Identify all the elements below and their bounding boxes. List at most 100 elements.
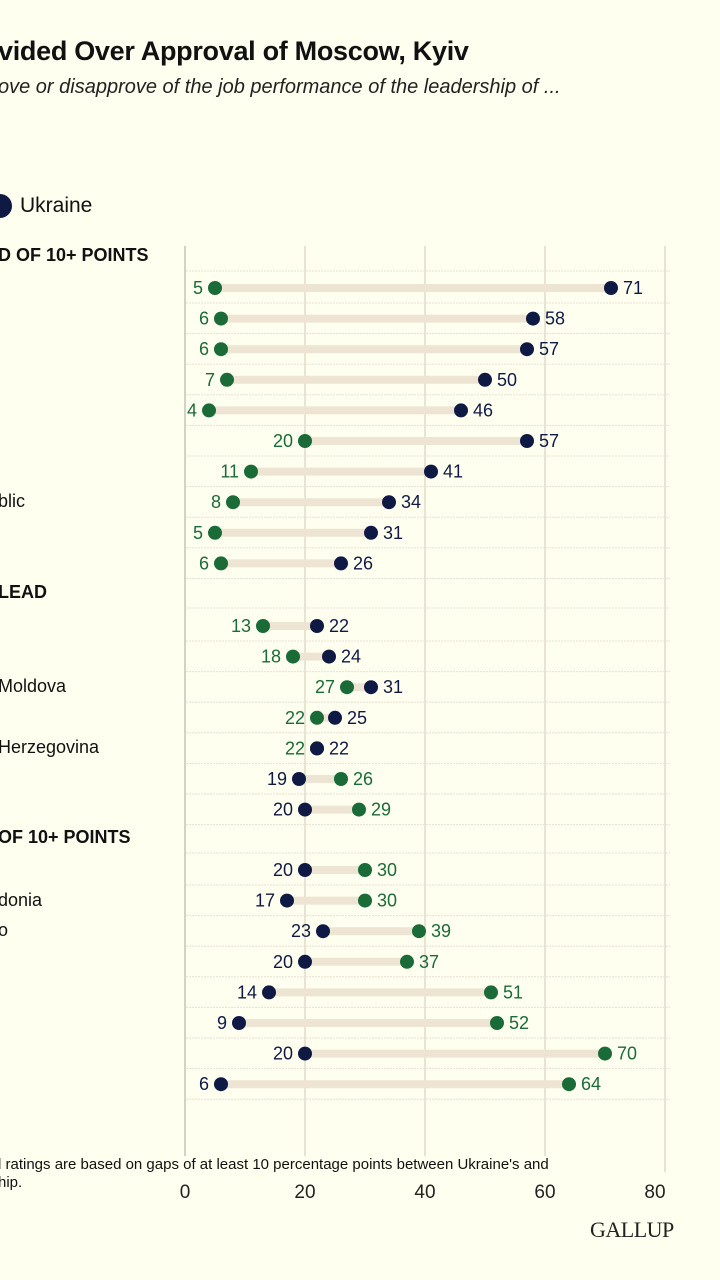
green-dot-icon — [490, 1016, 504, 1030]
green-dot-icon — [214, 342, 228, 357]
value-label-right: 31 — [383, 523, 403, 543]
value-label-right: 57 — [539, 339, 559, 359]
chart-subtitle: ove or disapprove of the job performance… — [0, 76, 561, 98]
green-dot-icon — [208, 525, 222, 540]
value-label-right: 57 — [539, 431, 559, 451]
green-dot-icon — [598, 1046, 612, 1061]
green-dot-icon — [286, 649, 300, 664]
ukraine-dot-icon — [520, 342, 534, 357]
row-label: o — [0, 920, 9, 941]
value-label-left: 20 — [273, 860, 293, 880]
value-label-right: 64 — [581, 1074, 601, 1094]
value-label-left: 20 — [273, 800, 293, 820]
ukraine-dot-icon — [232, 1016, 246, 1030]
green-dot-icon — [562, 1077, 576, 1092]
ukraine-dot-icon — [424, 464, 438, 479]
ukraine-dot-icon — [292, 772, 306, 786]
value-label-right: 30 — [377, 891, 397, 911]
value-label-left: 6 — [199, 309, 209, 329]
ukraine-dot-icon — [334, 556, 348, 571]
value-label-left: 7 — [205, 370, 215, 390]
value-label-left: 20 — [273, 431, 293, 451]
value-label-right: 71 — [623, 278, 643, 298]
value-label-right: 31 — [383, 677, 403, 697]
value-label-right: 50 — [497, 370, 517, 390]
x-tick-20: 20 — [294, 1182, 316, 1203]
value-label-left: 6 — [199, 1074, 209, 1094]
row-label: donia — [0, 889, 43, 910]
value-label-left: 22 — [285, 738, 305, 758]
green-dot-icon — [244, 464, 258, 479]
ukraine-dot-icon — [454, 403, 468, 418]
ukraine-dot-icon — [298, 1046, 312, 1061]
value-label-left: 23 — [291, 921, 311, 941]
chart-title: vided Over Approval of Moscow, Kyiv — [0, 36, 469, 66]
value-label-right: 70 — [617, 1044, 637, 1064]
green-dot-icon — [298, 434, 312, 448]
value-label-left: 4 — [187, 400, 197, 420]
value-label-left: 11 — [220, 462, 239, 482]
row-label: blic — [0, 491, 26, 512]
value-label-right: 26 — [353, 769, 373, 789]
green-dot-icon — [352, 802, 366, 817]
value-label-left: 19 — [267, 769, 287, 789]
ukraine-dot-icon — [364, 680, 378, 695]
ukraine-dot-icon — [310, 619, 324, 633]
value-label-left: 20 — [273, 1044, 293, 1064]
green-dot-icon — [208, 281, 222, 295]
ukraine-dot-icon — [298, 863, 312, 877]
group-header: D OF 10+ POINTS — [0, 245, 149, 265]
value-label-right: 58 — [545, 309, 565, 329]
value-label-right: 25 — [347, 708, 367, 728]
ukraine-dot-icon — [322, 649, 336, 664]
green-dot-icon — [334, 772, 348, 786]
green-dot-icon — [400, 954, 414, 969]
value-label-left: 20 — [273, 952, 293, 972]
green-dot-icon — [214, 311, 228, 326]
row-label: Herzegovina — [0, 737, 100, 758]
ukraine-dot-icon — [364, 525, 378, 540]
value-label-left: 5 — [193, 523, 203, 543]
ukraine-dot-icon — [604, 281, 618, 295]
value-label-right: 52 — [509, 1013, 529, 1033]
value-label-right: 51 — [503, 982, 523, 1002]
value-label-right: 41 — [443, 462, 463, 482]
value-label-right: 26 — [353, 553, 373, 573]
green-dot-icon — [310, 710, 324, 725]
value-label-left: 9 — [217, 1013, 227, 1033]
green-dot-icon — [202, 403, 216, 418]
x-tick-0: 0 — [179, 1182, 191, 1203]
x-tick-40: 40 — [414, 1182, 436, 1203]
footnote: l ratings are based on gaps of at least … — [0, 1156, 549, 1192]
value-label-left: 6 — [199, 339, 209, 359]
ukraine-dot-icon — [310, 741, 324, 756]
ukraine-dot-icon — [478, 372, 492, 387]
value-label-right: 39 — [431, 921, 451, 941]
value-label-left: 8 — [211, 492, 221, 512]
x-tick-80: 80 — [644, 1182, 666, 1203]
value-label-left: 27 — [315, 677, 335, 697]
footnote-line-1: l ratings are based on gaps of at least … — [0, 1156, 549, 1173]
value-label-right: 29 — [371, 800, 391, 820]
value-label-right: 22 — [329, 616, 349, 636]
value-label-right: 34 — [401, 492, 421, 512]
value-label-right: 46 — [473, 400, 493, 420]
value-label-right: 22 — [329, 738, 349, 758]
value-label-left: 18 — [261, 647, 281, 667]
green-dot-icon — [256, 619, 270, 633]
ukraine-dot-icon — [316, 924, 330, 939]
green-dot-icon — [220, 372, 234, 387]
ukraine-dot-icon — [280, 893, 294, 908]
green-dot-icon — [226, 495, 240, 510]
green-dot-icon — [358, 863, 372, 877]
row-label: Moldova — [0, 676, 67, 697]
value-label-left: 22 — [285, 708, 305, 728]
value-label-left: 17 — [255, 891, 275, 911]
gallup-logo: GALLUP — [590, 1217, 674, 1242]
green-dot-icon — [358, 893, 372, 908]
x-tick-60: 60 — [534, 1182, 556, 1203]
ukraine-dot-icon — [298, 954, 312, 969]
legend: Ukraine — [0, 194, 92, 218]
ukraine-dot-icon — [520, 434, 534, 448]
